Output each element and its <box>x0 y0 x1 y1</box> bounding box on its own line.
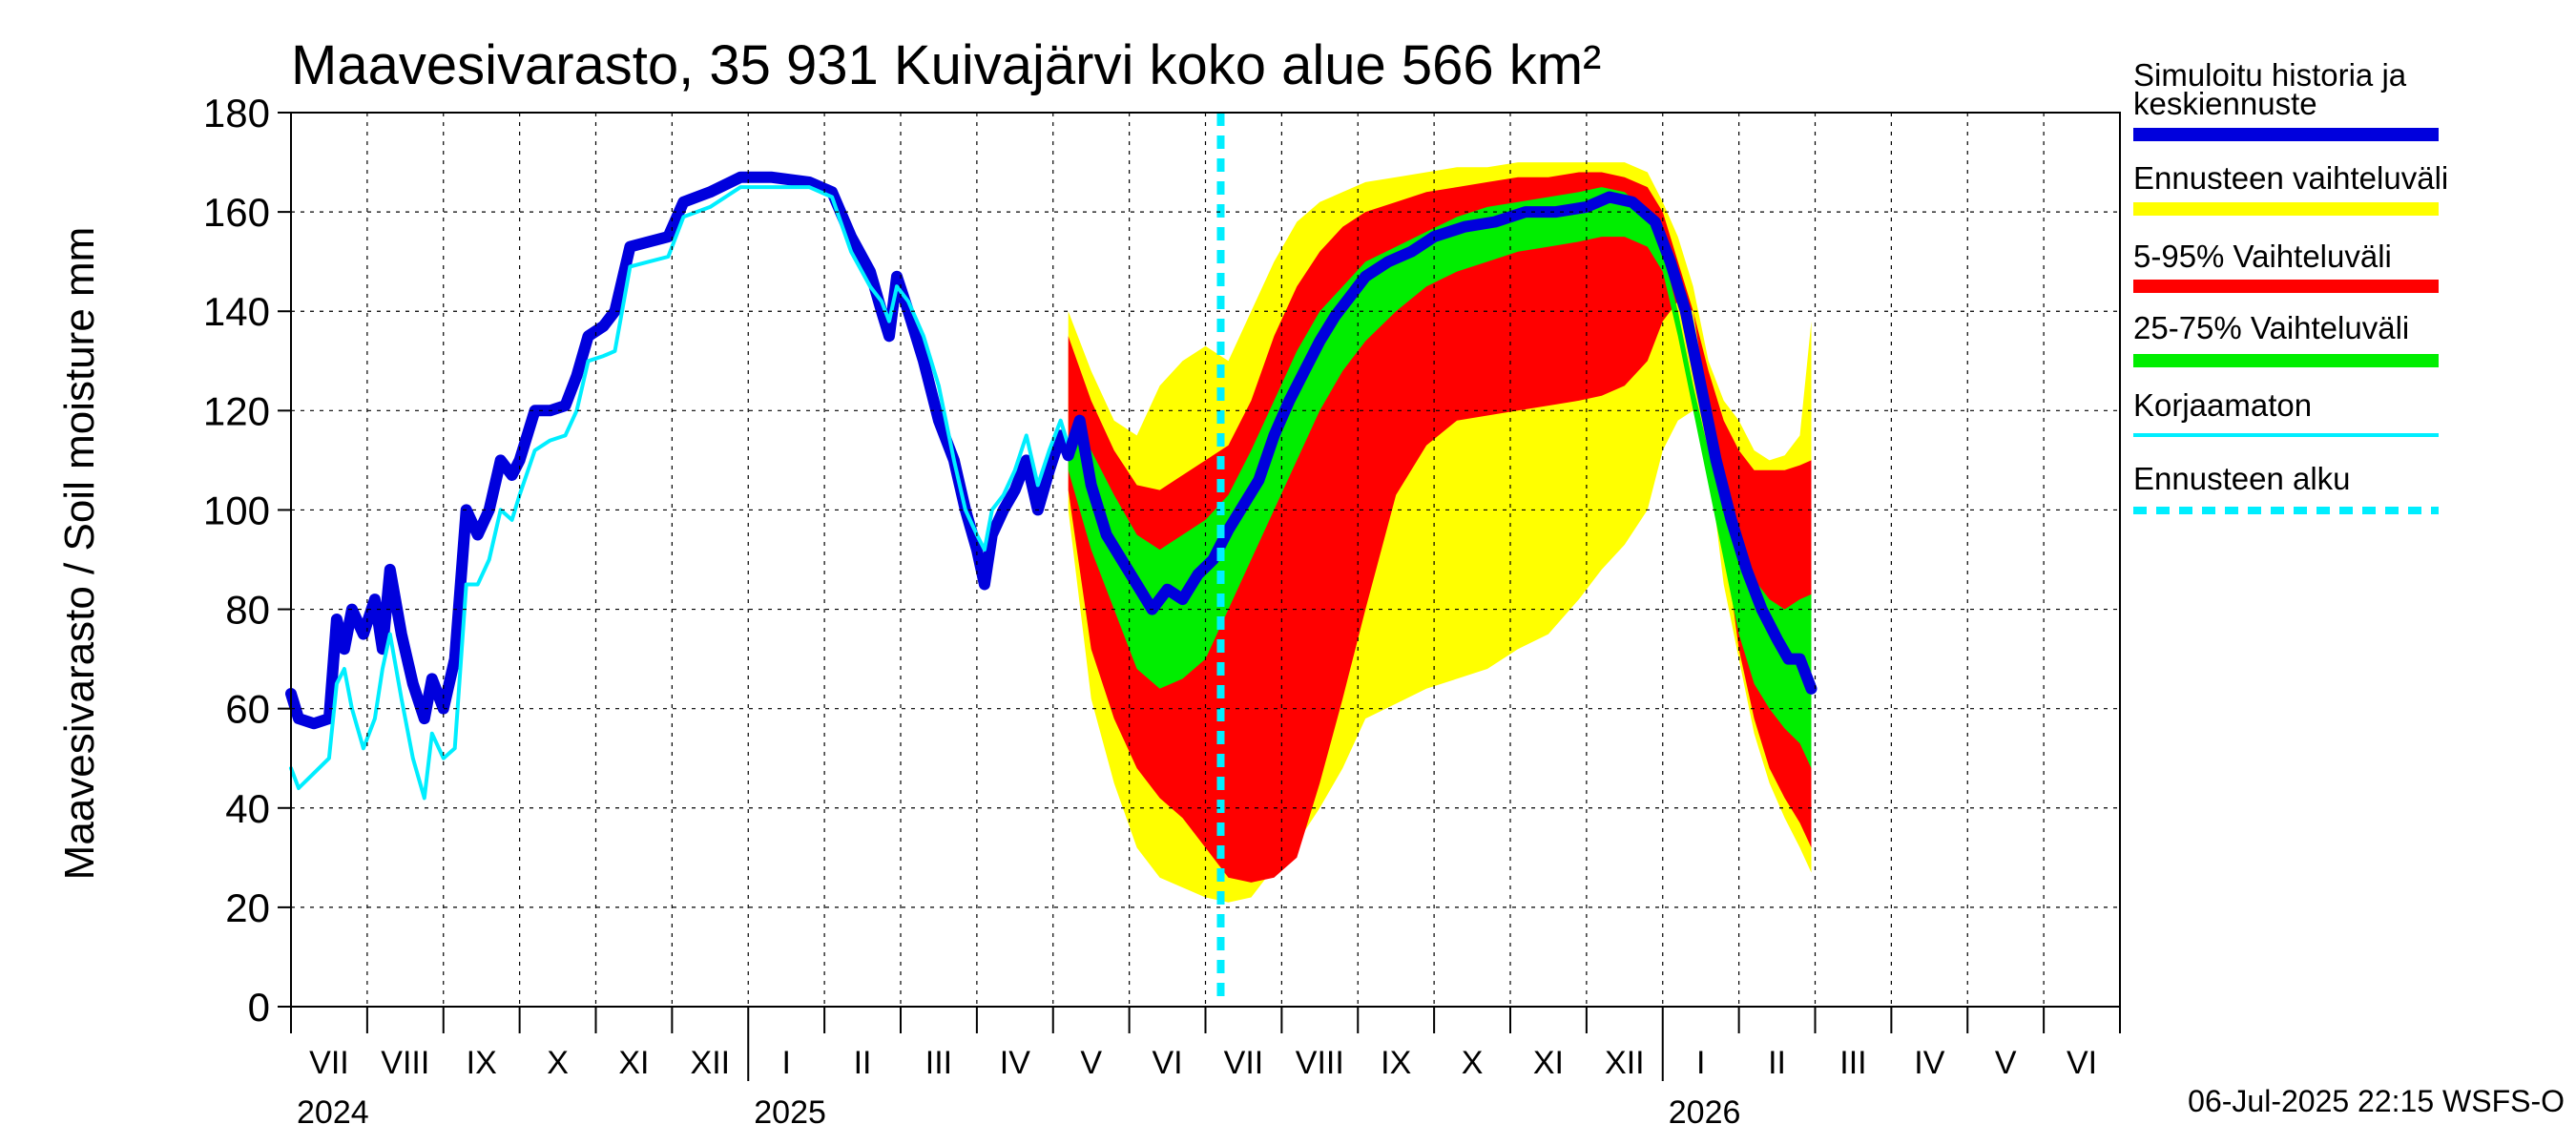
legend-label: 25-75% Vaihteluväli <box>2133 310 2409 345</box>
band-2 <box>1068 172 1812 883</box>
y-tick-label: 40 <box>225 786 270 831</box>
legend-label: Korjaamaton <box>2133 387 2312 423</box>
x-year-label: 2024 <box>297 1094 369 1131</box>
legend-label: 5-95% Vaihteluväli <box>2133 239 2392 274</box>
legend-label: keskiennuste <box>2133 86 2317 121</box>
y-tick-label: 20 <box>225 885 270 930</box>
plot-area <box>285 113 1818 1007</box>
y-tick-label: 180 <box>203 91 270 135</box>
chart-title: Maavesivarasto, 35 931 Kuivajärvi koko a… <box>291 34 1601 96</box>
x-month-label: XI <box>1533 1045 1564 1081</box>
legend-label: Ennusteen vaihteluväli <box>2133 160 2448 196</box>
x-month-label: VI <box>1153 1045 1183 1081</box>
series-line-2 <box>289 185 1070 801</box>
y-tick-label: 160 <box>203 190 270 235</box>
x-month-label: XII <box>1605 1045 1645 1081</box>
y-tick-label: 80 <box>225 588 270 633</box>
x-month-label: IX <box>467 1045 497 1081</box>
grid <box>291 113 2120 1007</box>
x-month-label: X <box>1462 1045 1484 1081</box>
x-month-label: I <box>1696 1045 1705 1081</box>
x-month-label: IV <box>1000 1045 1030 1081</box>
legend-label: Ennusteen alku <box>2133 461 2351 496</box>
y-tick-label: 60 <box>225 687 270 732</box>
x-month-label: IV <box>1914 1045 1944 1081</box>
series-line-3 <box>1062 191 1818 695</box>
x-month-label: VII <box>1224 1045 1264 1081</box>
x-month-label: III <box>1839 1045 1866 1081</box>
y-tick-label: 120 <box>203 388 270 433</box>
x-year-label: 2026 <box>1669 1094 1741 1131</box>
y-tick-label: 100 <box>203 488 270 532</box>
x-month-label: II <box>854 1045 872 1081</box>
timestamp-footer: 06-Jul-2025 22:15 WSFS-O <box>2188 1084 2565 1118</box>
y-tick-label: 140 <box>203 289 270 334</box>
x-year-label: 2025 <box>754 1094 826 1131</box>
x-month-label: I <box>781 1045 790 1081</box>
x-month-label: VI <box>2067 1045 2097 1081</box>
x-month-label: VIII <box>1296 1045 1344 1081</box>
y-axis-label: Maavesivarasto / Soil moisture mm <box>56 227 103 881</box>
x-month-label: X <box>547 1045 569 1081</box>
series-line-1 <box>285 171 1074 730</box>
x-month-label: V <box>1995 1045 2017 1081</box>
x-month-label: II <box>1768 1045 1786 1081</box>
x-month-label: III <box>925 1045 952 1081</box>
y-tick-label: 0 <box>248 985 270 1030</box>
x-month-label: VII <box>309 1045 349 1081</box>
x-month-label: V <box>1080 1045 1102 1081</box>
x-month-label: IX <box>1381 1045 1411 1081</box>
legend-label: Simuloitu historia ja <box>2133 57 2407 93</box>
x-month-label: VIII <box>381 1045 429 1081</box>
x-month-label: XI <box>618 1045 649 1081</box>
x-month-label: XII <box>691 1045 731 1081</box>
